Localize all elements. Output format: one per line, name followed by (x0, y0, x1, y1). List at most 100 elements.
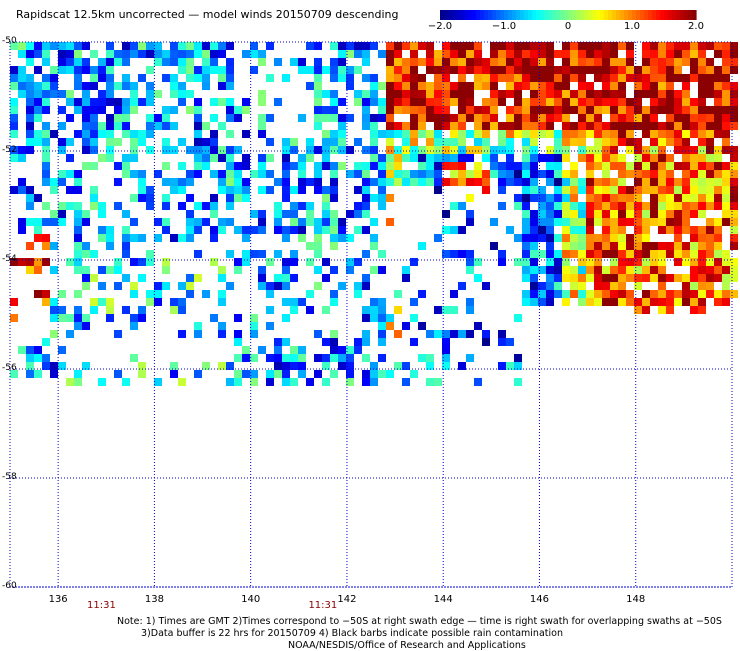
wind-cell (514, 114, 522, 122)
wind-cell (458, 58, 466, 66)
wind-cell (218, 226, 226, 234)
wind-cell (322, 354, 330, 362)
wind-cell (10, 106, 18, 114)
wind-cell (130, 290, 138, 298)
wind-cell (442, 354, 450, 362)
colorbar-segment (616, 10, 621, 20)
wind-cell (370, 378, 378, 386)
wind-cell (490, 98, 498, 106)
wind-cell (554, 266, 562, 274)
wind-cell (538, 114, 546, 122)
wind-cell (490, 170, 498, 178)
wind-cell (362, 282, 370, 290)
wind-cell (74, 314, 82, 322)
wind-cell (234, 378, 242, 386)
wind-cell (522, 146, 530, 154)
wind-cell (210, 130, 218, 138)
wind-cell (210, 98, 218, 106)
wind-cell (370, 98, 378, 106)
wind-cell (122, 226, 130, 234)
wind-cell (178, 330, 186, 338)
wind-cell (290, 138, 298, 146)
wind-cell (714, 82, 722, 90)
wind-cell (514, 98, 522, 106)
wind-cell (434, 162, 442, 170)
wind-cell (570, 170, 578, 178)
wind-cell (26, 106, 34, 114)
wind-cell (378, 298, 386, 306)
wind-cell (634, 122, 642, 130)
wind-cell (482, 154, 490, 162)
wind-cell (274, 250, 282, 258)
wind-cell (674, 146, 682, 154)
wind-cell (82, 90, 90, 98)
wind-cell (42, 58, 50, 66)
wind-cell (650, 114, 658, 122)
wind-cell (90, 274, 98, 282)
wind-cell (442, 138, 450, 146)
wind-cell (10, 74, 18, 82)
wind-cell (714, 242, 722, 250)
wind-cell (58, 146, 66, 154)
wind-cell (10, 98, 18, 106)
wind-cell (522, 242, 530, 250)
wind-cell (554, 274, 562, 282)
wind-cell (106, 298, 114, 306)
wind-cell (74, 258, 82, 266)
wind-cell (714, 162, 722, 170)
wind-cell (346, 234, 354, 242)
wind-cell (530, 194, 538, 202)
wind-cell (394, 74, 402, 82)
wind-cell (442, 250, 450, 258)
wind-cell (322, 210, 330, 218)
wind-cell (562, 242, 570, 250)
wind-cell (274, 226, 282, 234)
wind-cell (50, 314, 58, 322)
wind-cell (138, 138, 146, 146)
wind-cell (226, 202, 234, 210)
wind-cell (474, 50, 482, 58)
wind-cell (594, 210, 602, 218)
wind-cell (562, 42, 570, 50)
wind-cell (626, 258, 634, 266)
wind-cell (242, 194, 250, 202)
wind-cell (466, 194, 474, 202)
wind-cell (722, 82, 730, 90)
wind-cell (178, 178, 186, 186)
wind-cell (442, 50, 450, 58)
wind-cell (698, 106, 706, 114)
wind-cell (538, 202, 546, 210)
wind-cell (538, 194, 546, 202)
wind-cell (562, 186, 570, 194)
wind-cell (666, 162, 674, 170)
wind-cell (634, 250, 642, 258)
wind-cell (210, 226, 218, 234)
wind-cell (26, 194, 34, 202)
wind-cell (594, 258, 602, 266)
wind-cell (290, 202, 298, 210)
wind-cell (298, 370, 306, 378)
wind-cell (530, 218, 538, 226)
wind-cell (322, 106, 330, 114)
wind-cell (642, 146, 650, 154)
wind-cell (162, 106, 170, 114)
wind-cell (354, 210, 362, 218)
wind-cell (458, 154, 466, 162)
wind-cell (706, 258, 714, 266)
wind-cell (386, 194, 394, 202)
wind-cell (314, 106, 322, 114)
wind-cell (362, 122, 370, 130)
wind-cell (458, 178, 466, 186)
wind-cell (578, 202, 586, 210)
wind-cell (682, 82, 690, 90)
wind-cell (10, 122, 18, 130)
wind-cell (218, 154, 226, 162)
wind-cell (554, 218, 562, 226)
wind-cell (426, 330, 434, 338)
wind-cell (162, 178, 170, 186)
wind-cell (298, 162, 306, 170)
wind-cell (458, 362, 466, 370)
wind-cell (578, 250, 586, 258)
wind-cell (90, 298, 98, 306)
wind-cell (346, 210, 354, 218)
